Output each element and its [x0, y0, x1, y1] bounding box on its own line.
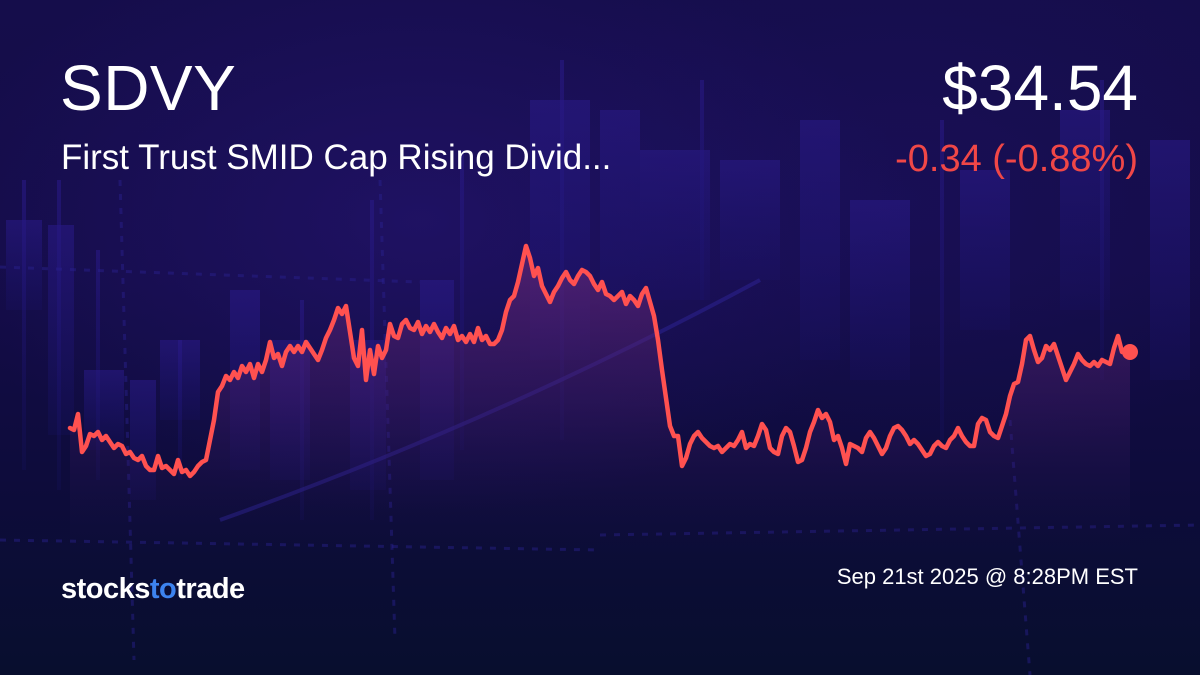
- chart-price-line: [67, 243, 1133, 479]
- current-price: $34.54: [942, 52, 1138, 124]
- chart-area-fill: [70, 246, 1130, 560]
- logo-part-trade: trade: [176, 573, 245, 605]
- logo-part-stocks: stocks: [61, 573, 150, 605]
- price-change: -0.34 (-0.88%): [895, 138, 1138, 180]
- company-name: First Trust SMID Cap Rising Divid...: [61, 138, 612, 177]
- ticker-symbol: SDVY: [60, 52, 237, 124]
- last-price-marker: [1122, 344, 1138, 360]
- timestamp: Sep 21st 2025 @ 8:28PM EST: [836, 564, 1138, 589]
- stockstotrade-logo: stockstotrade: [61, 575, 245, 604]
- logo-part-to: to: [149, 573, 177, 605]
